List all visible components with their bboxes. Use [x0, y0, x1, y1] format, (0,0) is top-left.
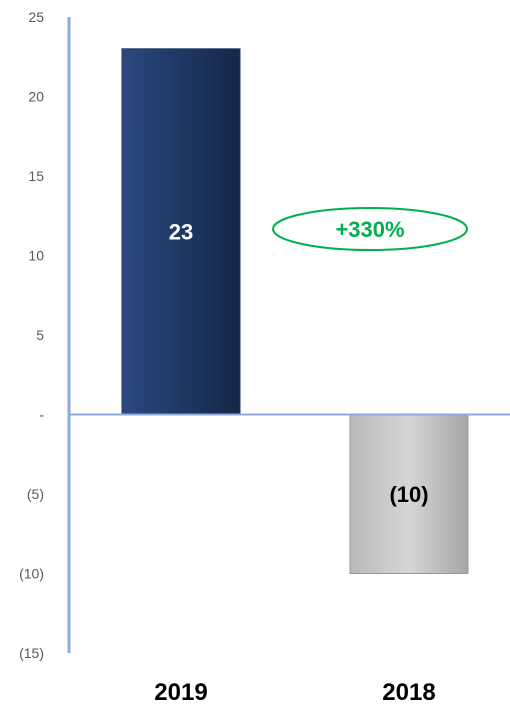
bars — [121, 48, 469, 574]
category-label-2019: 2019 — [154, 679, 207, 706]
y-tick-label: (5) — [27, 486, 44, 502]
y-tick-label: 10 — [28, 248, 44, 264]
y-tick-label: (15) — [19, 645, 44, 661]
data-label-2019: 23 — [169, 220, 193, 245]
y-tick-label: 15 — [28, 168, 44, 184]
category-labels: 2019 2018 — [154, 679, 435, 706]
bar-2019 — [121, 48, 241, 416]
y-tick-label: 5 — [36, 327, 44, 343]
category-label-2018: 2018 — [382, 679, 435, 706]
y-tick-label: 25 — [28, 9, 44, 25]
y-tick-label: (10) — [19, 566, 44, 582]
growth-annotation: +330% — [272, 207, 468, 251]
bar-2018 — [349, 414, 469, 574]
growth-annotation-ellipse — [272, 207, 468, 251]
data-label-2018: (10) — [389, 482, 428, 507]
y-tick-label: - — [39, 407, 44, 423]
data-labels: 23 (10) — [169, 220, 429, 507]
y-axis-ticks: 25 20 15 10 5 - (5) (10) (15) — [19, 9, 44, 661]
y-tick-label: 20 — [28, 89, 44, 105]
growth-annotation-label: +330% — [335, 217, 404, 242]
